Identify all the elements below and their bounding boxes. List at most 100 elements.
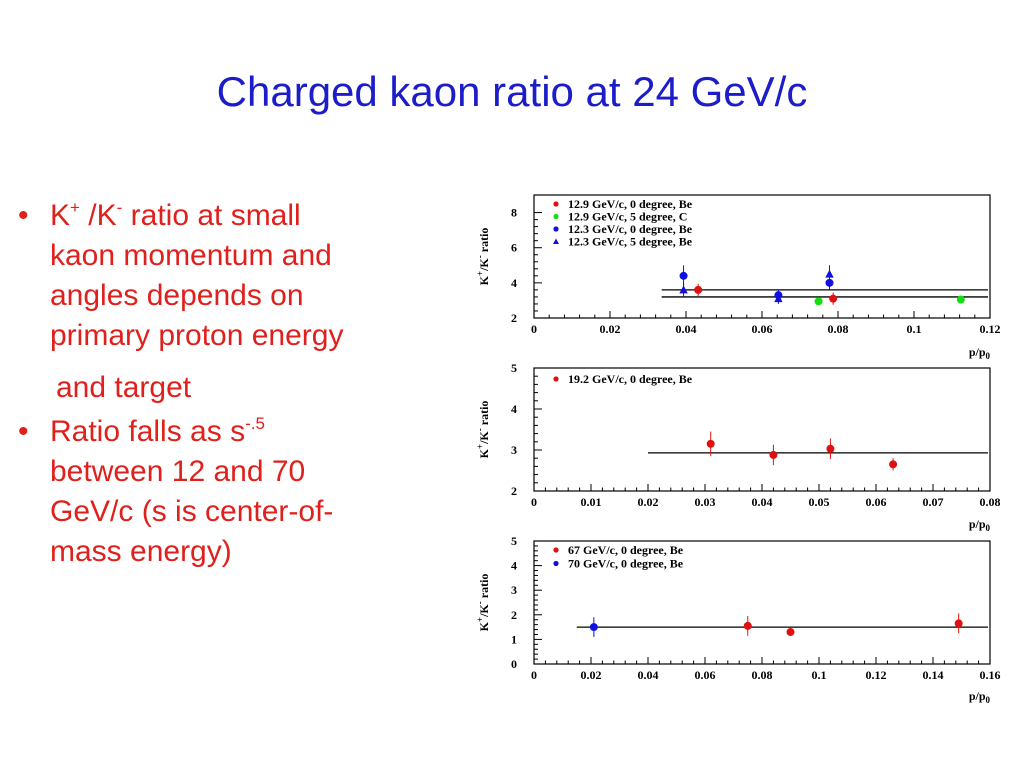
bullet-item: • K+ /K- ratio at small kaon momentum an…	[18, 196, 458, 356]
x-tick-label: 0.16	[980, 668, 1001, 682]
legend-marker	[553, 213, 559, 220]
data-point	[956, 295, 965, 304]
y-tick-label: 5	[511, 534, 517, 548]
x-tick-label: 0	[531, 668, 537, 682]
x-tick-label: 0.08	[752, 668, 773, 682]
chart-panel-2: 0 0.01 0.02 0.03 0.04 0.05 0.06 0.07 0.08 2 3 4 5 p/p…	[475, 361, 1001, 533]
legend-marker	[553, 560, 559, 567]
y-axis-label: K+/K- ratio	[475, 574, 491, 632]
slide-title: Charged kaon ratio at 24 GeV/c	[216, 68, 808, 115]
bullet-line: K+ /K- ratio at small	[50, 196, 458, 236]
superscript: -	[116, 198, 123, 217]
x-tick-label: 0.03	[695, 495, 716, 509]
x-tick-label: 0	[531, 495, 537, 509]
bullet-text: K	[50, 199, 71, 232]
legend-marker	[553, 547, 559, 553]
data-point	[694, 285, 703, 294]
x-tick-label: 0	[531, 322, 537, 336]
x-tick-label: 0.12	[866, 668, 887, 682]
x-axis-label: p/p0	[969, 517, 991, 533]
y-tick-label: 4	[511, 276, 517, 290]
legend-label: 67 GeV/c, 0 degree, Be	[568, 543, 684, 557]
y-tick-label: 5	[511, 361, 517, 375]
x-tick-label: 0.04	[638, 668, 659, 682]
data-point-triangle	[774, 294, 783, 303]
x-tick-label: 0.07	[923, 495, 944, 509]
x-axis-label: p/p0	[969, 689, 991, 705]
x-tick-label: 0.05	[809, 495, 830, 509]
y-tick-label: 2	[511, 311, 517, 325]
bullet-text: /K	[79, 199, 117, 232]
chart-panel-1: 0 0.02 0.04 0.06 0.08 0.1 0.12 2 4 6 8 p/p0 K+/K- ra…	[475, 194, 1001, 361]
legend-label: 19.2 GeV/c, 0 degree, Be	[568, 372, 693, 386]
data-point-triangle	[825, 269, 834, 278]
bullet-dot-icon: •	[18, 199, 29, 232]
superscript: -.5	[245, 414, 265, 433]
legend-label: 12.3 GeV/c, 0 degree, Be	[568, 222, 693, 236]
bullet-line: Ratio falls as s-.5	[50, 412, 458, 452]
x-tick-label: 0.02	[638, 495, 659, 509]
data-point	[743, 621, 752, 630]
y-tick-label: 0	[511, 657, 517, 671]
data-point	[954, 619, 963, 628]
y-tick-label: 3	[511, 583, 517, 597]
bullet-list: • K+ /K- ratio at small kaon momentum an…	[18, 196, 458, 572]
y-tick-label: 2	[511, 608, 517, 622]
y-tick-label: 8	[511, 206, 517, 220]
bullet-text: Ratio falls as s	[50, 415, 246, 448]
data-point	[706, 439, 715, 448]
x-tick-label: 0.01	[581, 495, 602, 509]
x-tick-label: 0.1	[812, 668, 827, 682]
legend-marker	[553, 201, 559, 207]
legend-marker	[553, 226, 559, 232]
bullet-line: primary proton energy	[50, 319, 344, 352]
legend-label: 12.9 GeV/c, 0 degree, Be	[568, 197, 693, 211]
data-point	[589, 623, 598, 632]
bullet-text: ratio at small	[122, 199, 301, 232]
bullet-line: angles depends on	[50, 279, 304, 312]
y-tick-label: 4	[511, 402, 517, 416]
x-tick-label: 0.06	[695, 668, 716, 682]
data-point	[769, 450, 778, 459]
chart-panel-3: 0 0.02 0.04 0.06 0.08 0.1 0.12 0.14 0.16 0 1 2 3 4 5 p/…	[475, 534, 1001, 705]
data-point	[829, 294, 838, 303]
data-point	[679, 271, 688, 280]
x-tick-label: 0.1	[907, 322, 922, 336]
legend-marker	[553, 376, 559, 382]
bullet-item: • Ratio falls as s-.5 between 12 and 70 …	[18, 412, 458, 572]
legend-label: 12.9 GeV/c, 5 degree, C	[568, 210, 687, 224]
x-tick-label: 0.04	[676, 322, 697, 336]
x-axis-label: p/p0	[969, 345, 991, 361]
x-tick-label: 0.06	[752, 322, 773, 336]
x-tick-label: 0.08	[828, 322, 849, 336]
plot-frame	[533, 367, 991, 492]
x-tick-label: 0.14	[923, 668, 944, 682]
legend-marker	[553, 238, 559, 244]
legend-label: 12.3 GeV/c, 5 degree, Be	[568, 235, 693, 249]
bullet-dot-icon: •	[18, 415, 29, 448]
y-tick-label: 3	[511, 443, 517, 457]
y-tick-label: 2	[511, 484, 517, 498]
data-point	[889, 460, 898, 469]
x-tick-label: 0.04	[752, 495, 773, 509]
legend-label: 70 GeV/c, 0 degree, Be	[568, 557, 684, 571]
superscript: +	[70, 198, 80, 217]
x-tick-label: 0.02	[581, 668, 602, 682]
x-tick-label: 0.06	[866, 495, 887, 509]
y-tick-label: 4	[511, 559, 517, 573]
bullet-line: kaon momentum and	[50, 239, 332, 272]
data-point	[814, 297, 823, 306]
y-axis-label: K+/K- ratio	[475, 228, 491, 286]
x-tick-label: 0.08	[980, 495, 1001, 509]
y-axis-label: K+/K- ratio	[475, 401, 491, 459]
bullet-line: between 12 and 70	[50, 455, 306, 488]
data-point	[826, 444, 835, 453]
y-tick-label: 6	[511, 241, 517, 255]
data-point-triangle	[679, 285, 688, 294]
bullet-continuation: and target	[56, 371, 192, 404]
x-tick-label: 0.12	[980, 322, 1001, 336]
bullet-line: GeV/c (s is center-of-	[50, 495, 334, 528]
data-point	[786, 628, 795, 637]
x-tick-label: 0.02	[600, 322, 621, 336]
